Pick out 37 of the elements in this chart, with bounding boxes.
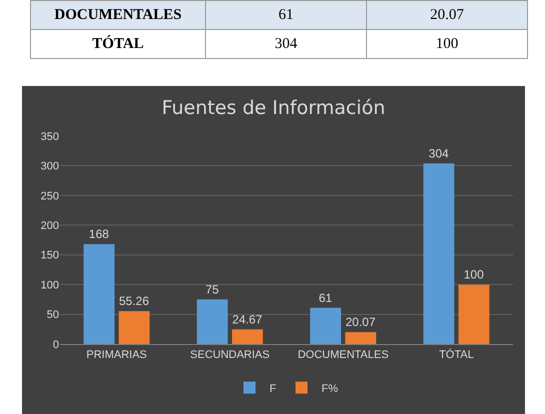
x-tick-label: DOCUMENTALES (298, 349, 389, 362)
data-label: 24.67 (232, 312, 263, 326)
data-label: 20.07 (346, 315, 376, 330)
bar (118, 311, 150, 344)
y-tick-label: 0 (52, 338, 59, 351)
text: 20.07 (366, 0, 528, 30)
text: DOCUMENTALES (30, 0, 206, 30)
bar (84, 244, 115, 344)
y-tick-label: 350 (40, 130, 59, 143)
y-tick-label: 250 (40, 190, 59, 202)
data-label: 304 (428, 146, 449, 160)
data-label: 61 (318, 290, 332, 305)
text: 100 (366, 30, 528, 58)
chart-title: Fuentes de Información (162, 97, 386, 120)
x-tick-label: PRIMARIAS (86, 349, 147, 362)
bar (310, 308, 342, 344)
text: 304 (206, 30, 366, 58)
y-tick-label: 150 (40, 250, 59, 262)
data-label: 168 (88, 227, 110, 242)
bar (232, 329, 263, 344)
bar (345, 332, 376, 344)
data-label: 55.26 (119, 294, 150, 308)
text: TÓTAL (30, 30, 206, 58)
legend-label: F% (322, 382, 338, 395)
legend-label: F (270, 382, 276, 395)
bar (423, 163, 454, 344)
y-tick-label: 100 (40, 279, 59, 292)
x-tick-label: SECUNDARIAS (190, 349, 270, 362)
y-tick-label: 300 (40, 160, 59, 173)
text: 61 (206, 0, 366, 30)
data-label: 100 (464, 268, 484, 282)
bar (196, 299, 228, 344)
data-label: 75 (205, 282, 220, 296)
y-tick-label: 50 (46, 309, 59, 322)
bar (458, 284, 490, 344)
y-tick-label: 200 (40, 220, 59, 232)
x-tick-label: TÓTAL (439, 348, 474, 362)
